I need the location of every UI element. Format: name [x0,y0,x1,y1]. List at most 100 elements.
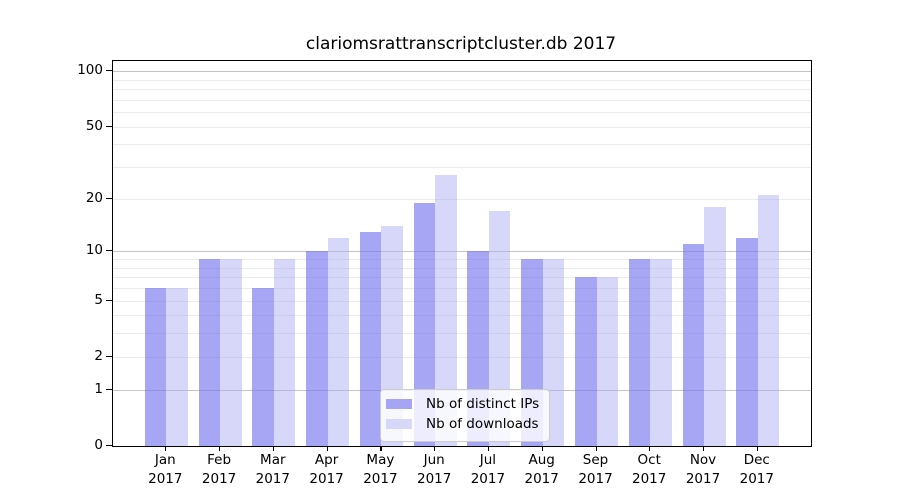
bar-downloads-apr [327,237,350,446]
legend-label-distinct-ips: Nb of distinct IPs [426,396,540,412]
y-tick-label: 10 [85,242,103,259]
bar-distinct-ips-nov [682,244,704,446]
x-tick-year: 2017 [201,471,237,487]
x-tick [703,446,705,451]
legend-swatch-downloads [386,419,412,429]
x-tick-label: Jul 2017 [461,451,515,489]
x-tick-year: 2017 [417,471,452,487]
bar-distinct-ips-feb [198,259,221,446]
legend: Nb of distinct IPs Nb of downloads [380,389,550,442]
x-tick [380,446,382,451]
bar-distinct-ips-apr [306,251,328,446]
x-tick-year: 2017 [578,471,613,487]
y-tick [106,125,112,127]
bar-downloads-jan [166,288,188,446]
x-tick [272,446,274,451]
bar-downloads-jun [435,175,457,446]
minor-gridline [113,144,811,146]
x-tick-month: Nov [689,452,717,468]
bar-distinct-ips-dec [736,237,758,446]
major-gridline [113,251,811,253]
x-tick-year: 2017 [739,471,774,487]
chart-title: clariomsrattranscriptcluster.db 2017 [305,34,617,54]
y-tick-label: 2 [94,347,103,364]
x-tick [219,446,221,451]
minor-gridline [113,89,811,91]
x-tick-month: Aug [528,452,555,468]
y-tick [106,197,112,199]
x-tick [756,446,758,451]
y-tick-label: 1 [94,380,103,397]
x-tick [649,446,651,451]
x-tick-month: Jun [423,452,445,468]
x-tick-label: Mar 2017 [246,451,300,489]
bar-distinct-ips-oct [628,259,651,446]
bar-downloads-feb [220,259,242,446]
x-tick-label: Feb 2017 [192,451,246,489]
minor-gridline [113,356,811,358]
plot-area: Nb of distinct IPs Nb of downloads [112,60,812,447]
x-tick-year: 2017 [363,471,398,487]
y-tick [106,250,112,252]
x-tick-month: Feb [207,452,232,468]
x-tick-year: 2017 [470,471,506,487]
bar-downloads-sep [596,277,618,446]
minor-gridline [113,267,811,269]
bar-downloads-mar [273,259,296,446]
x-tick [541,446,543,451]
y-tick [106,388,112,390]
legend-entry-downloads: Nb of downloads [386,414,549,434]
minor-gridline [113,99,811,101]
x-tick-month: Apr [314,452,339,468]
minor-gridline [113,300,811,302]
y-tick-label: 50 [85,117,103,134]
bar-distinct-ips-jan [144,288,167,446]
x-tick-year: 2017 [148,471,183,487]
minor-gridline [113,288,811,289]
y-tick [106,355,112,357]
x-tick-label: Jun 2017 [407,451,461,489]
y-tick-label: 100 [77,62,103,79]
bar-downloads-oct [650,259,672,446]
minor-gridline [113,277,811,279]
x-tick [326,446,328,451]
y-tick [106,299,112,301]
major-gridline [113,71,811,73]
y-tick-label: 5 [94,291,103,308]
bar-distinct-ips-may [359,231,382,446]
bar-downloads-nov [704,206,726,446]
minor-gridline [113,79,811,81]
x-tick [434,446,436,451]
legend-entry-distinct-ips: Nb of distinct IPs [386,394,549,414]
minor-gridline [113,333,811,335]
bar-distinct-ips-mar [252,288,274,446]
bar-distinct-ips-jun [413,202,436,446]
x-tick-year: 2017 [632,471,667,487]
minor-gridline [113,112,811,114]
x-tick-month: Dec [743,452,770,468]
minor-gridline [113,126,811,128]
x-tick-label: Aug 2017 [515,451,569,489]
minor-gridline [113,259,811,260]
x-tick-year: 2017 [685,471,721,487]
x-tick [595,446,597,451]
x-tick-label: Sep 2017 [569,451,623,489]
minor-gridline [113,315,811,317]
x-tick-month: Jul [479,452,497,468]
x-tick-label: Nov 2017 [676,451,730,489]
y-tick-label: 0 [94,437,103,453]
x-tick-month: May [366,452,395,468]
y-tick [106,445,112,447]
x-tick [165,446,167,451]
x-tick-year: 2017 [309,471,344,487]
x-tick-label: Jan 2017 [138,451,192,489]
minor-gridline [113,167,811,169]
x-tick-month: Mar [260,452,286,468]
bar-distinct-ips-sep [575,277,597,446]
x-tick-month: Sep [582,452,609,468]
legend-swatch-distinct-ips [386,399,412,409]
y-tick [106,70,112,72]
legend-label-downloads: Nb of downloads [426,416,539,432]
x-tick-year: 2017 [524,471,559,487]
